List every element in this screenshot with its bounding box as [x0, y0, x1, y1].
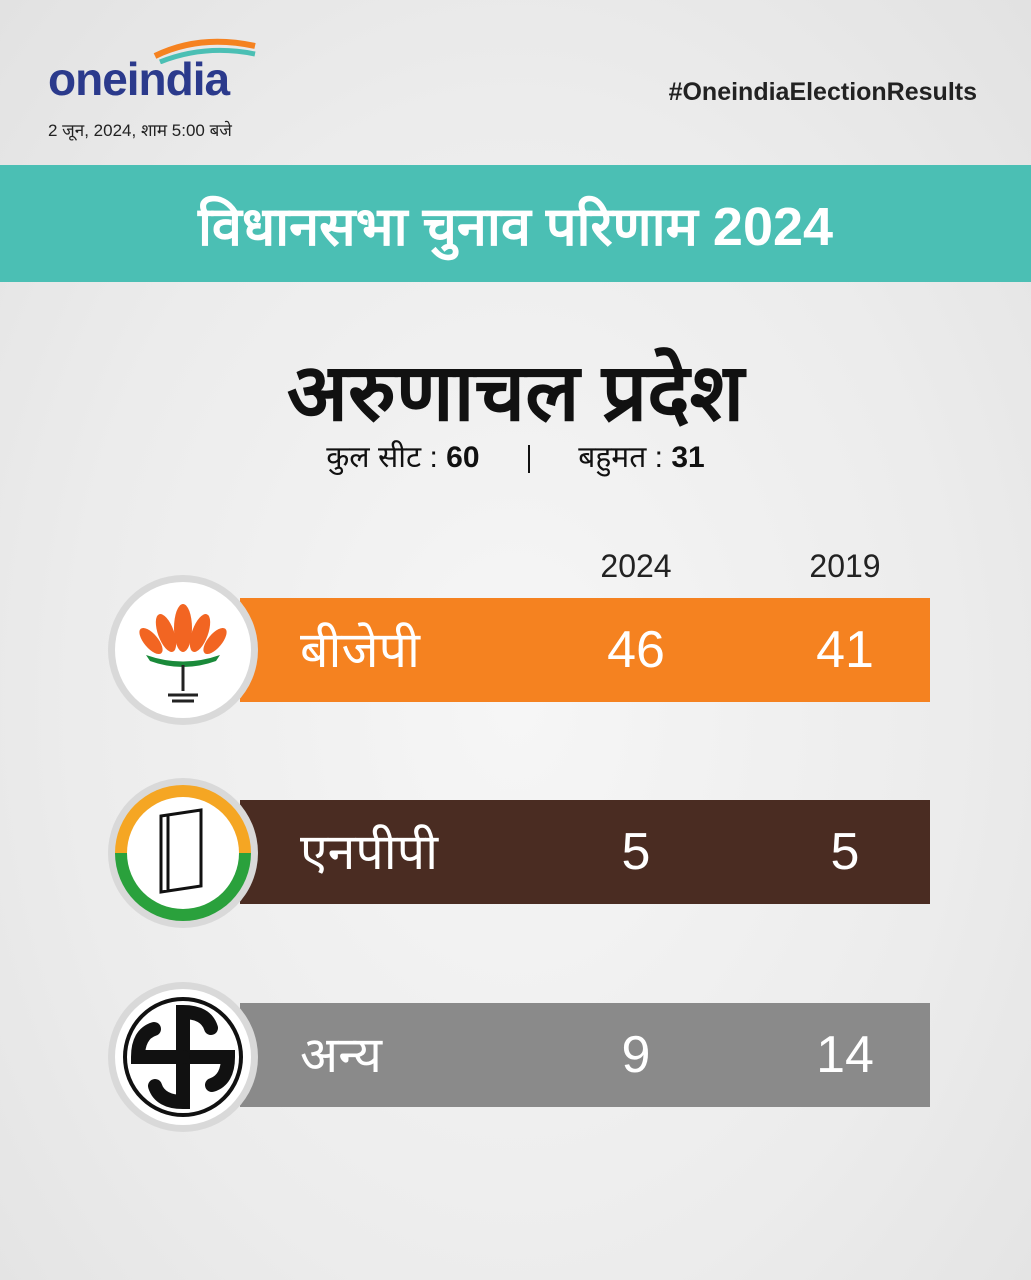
column-header: 2019: [809, 548, 881, 584]
row-bar: [240, 1003, 930, 1107]
row-bar: [240, 598, 930, 702]
seat-value: 5: [830, 823, 860, 881]
seats-info: कुल सीट : 60 बहुमत : 31: [0, 435, 1031, 476]
seat-value: 9: [621, 1026, 651, 1084]
state-title: अरुणाचल प्रदेश: [286, 348, 745, 437]
total-label: कुल सीट :: [326, 441, 438, 474]
seat-value: 14: [816, 1026, 874, 1084]
bjp-icon: [108, 575, 258, 725]
party-name: अन्य: [300, 1027, 382, 1083]
party-name: बीजेपी: [300, 622, 420, 678]
row-bar: [240, 800, 930, 904]
column-header: 2024: [600, 548, 672, 584]
banner-title: विधानसभा चुनाव परिणाम 2024: [197, 196, 834, 257]
date: 2 जून, 2024, शाम 5:00 बजे: [48, 121, 232, 140]
majority-label: बहुमत :: [578, 441, 664, 474]
logo-arc: [153, 38, 256, 64]
banner: विधानसभा चुनाव परिणाम 2024: [0, 165, 1031, 282]
total-value: 60: [446, 441, 480, 474]
seat-value: 46: [607, 621, 665, 679]
logo-part: india: [126, 53, 230, 105]
others-icon: [108, 982, 258, 1132]
party-name: एनपीपी: [300, 824, 439, 880]
npp-icon: [108, 778, 258, 928]
seat-value: 41: [816, 621, 874, 679]
logo: oneindia: [48, 52, 230, 106]
majority-value: 31: [671, 441, 705, 474]
separator: [527, 445, 530, 474]
seat-value: 5: [621, 823, 651, 881]
hashtag: #OneindiaElectionResults: [668, 78, 977, 106]
logo-part: one: [48, 53, 128, 105]
